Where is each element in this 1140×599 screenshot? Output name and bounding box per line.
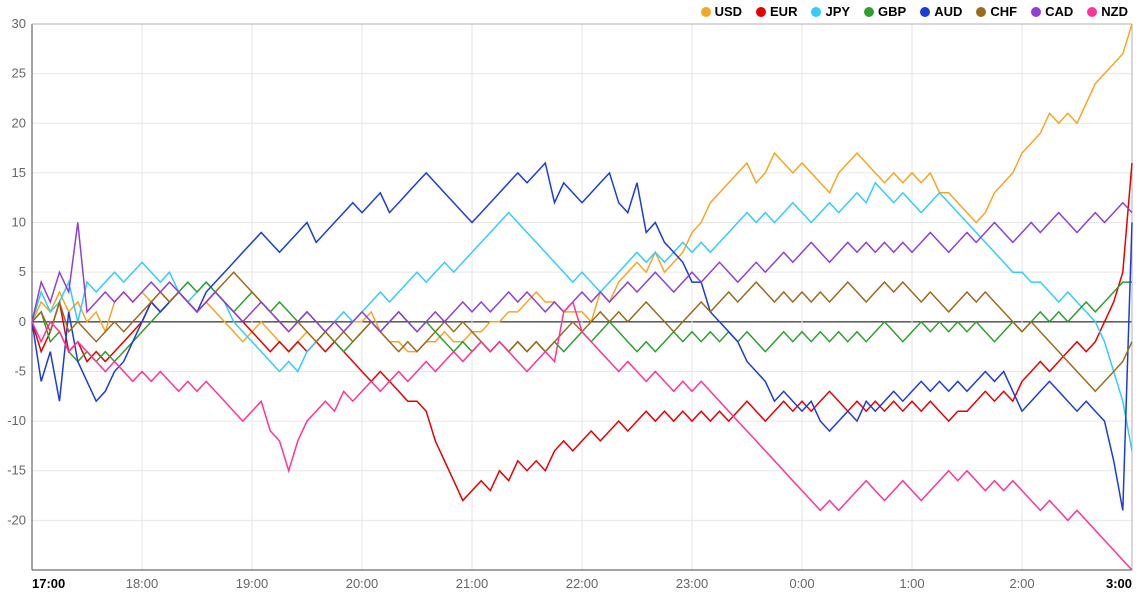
- svg-text:21:00: 21:00: [456, 576, 489, 591]
- legend-item-eur: EUR: [756, 4, 797, 19]
- legend-label: JPY: [825, 4, 850, 19]
- svg-text:0: 0: [19, 314, 26, 329]
- svg-text:-15: -15: [7, 463, 26, 478]
- svg-text:5: 5: [19, 264, 26, 279]
- legend-marker-icon: [920, 7, 930, 17]
- svg-text:25: 25: [12, 66, 26, 81]
- legend-item-nzd: NZD: [1087, 4, 1128, 19]
- legend-marker-icon: [976, 7, 986, 17]
- legend-label: AUD: [934, 4, 962, 19]
- svg-text:17:00: 17:00: [32, 576, 65, 591]
- legend-item-gbp: GBP: [864, 4, 906, 19]
- svg-text:3:00: 3:00: [1106, 576, 1132, 591]
- legend-marker-icon: [701, 7, 711, 17]
- legend-item-cad: CAD: [1031, 4, 1073, 19]
- svg-text:20: 20: [12, 115, 26, 130]
- legend-item-chf: CHF: [976, 4, 1017, 19]
- legend-marker-icon: [1087, 7, 1097, 17]
- chart-legend: USD EUR JPY GBP AUD CHF CAD NZD: [701, 4, 1128, 19]
- legend-label: USD: [715, 4, 742, 19]
- svg-text:1:00: 1:00: [899, 576, 924, 591]
- legend-label: GBP: [878, 4, 906, 19]
- svg-text:10: 10: [12, 215, 26, 230]
- svg-text:18:00: 18:00: [126, 576, 159, 591]
- svg-text:30: 30: [12, 16, 26, 31]
- svg-text:23:00: 23:00: [676, 576, 709, 591]
- legend-item-jpy: JPY: [811, 4, 850, 19]
- svg-text:20:00: 20:00: [346, 576, 379, 591]
- legend-label: EUR: [770, 4, 797, 19]
- svg-text:15: 15: [12, 165, 26, 180]
- legend-item-usd: USD: [701, 4, 742, 19]
- chart-canvas: -20 -15 -10 -5 0 5 10 15 20 25 30 17:00 18:00 19:00 20…: [0, 0, 1140, 599]
- svg-text:0:00: 0:00: [789, 576, 814, 591]
- svg-text:19:00: 19:00: [236, 576, 269, 591]
- legend-marker-icon: [864, 7, 874, 17]
- svg-text:2:00: 2:00: [1009, 576, 1034, 591]
- svg-text:22:00: 22:00: [566, 576, 599, 591]
- legend-marker-icon: [811, 7, 821, 17]
- legend-marker-icon: [756, 7, 766, 17]
- legend-label: CAD: [1045, 4, 1073, 19]
- legend-item-aud: AUD: [920, 4, 962, 19]
- svg-text:-20: -20: [7, 512, 26, 527]
- svg-text:-5: -5: [14, 363, 26, 378]
- svg-text:-10: -10: [7, 413, 26, 428]
- currency-strength-chart: USD EUR JPY GBP AUD CHF CAD NZD -20 -15 -10 -5 0 5 10…: [0, 0, 1140, 599]
- legend-label: CHF: [990, 4, 1017, 19]
- legend-marker-icon: [1031, 7, 1041, 17]
- legend-label: NZD: [1101, 4, 1128, 19]
